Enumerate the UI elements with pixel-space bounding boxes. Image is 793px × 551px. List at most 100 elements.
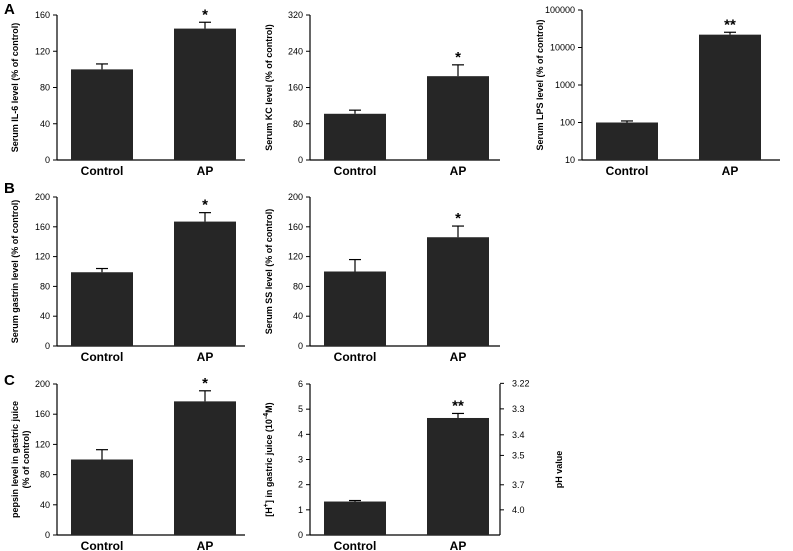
bar-ap: [427, 76, 489, 160]
y-tick-label: 200: [288, 192, 303, 202]
y-tick-label: 3: [298, 455, 303, 465]
y-tick-label: 0: [298, 155, 303, 165]
bar-control: [71, 272, 133, 346]
bar-ap: [174, 401, 236, 535]
y-tick-label: 1000: [555, 80, 575, 90]
significance-marker: **: [724, 16, 736, 33]
category-label: Control: [334, 164, 377, 178]
significance-marker: **: [452, 397, 464, 414]
y-axis-label: (% of control): [21, 431, 31, 489]
y-tick-label: 10: [565, 155, 575, 165]
chart-4: 0 40 80 120 160 200 Control AP * Serum gastrin le…: [10, 192, 245, 364]
y2-tick-label: 3.4: [512, 430, 525, 440]
y2-tick-label: 3.7: [512, 480, 525, 490]
bar-ap: [427, 417, 489, 535]
y-tick-label: 160: [288, 83, 303, 93]
y-tick-label: 6: [298, 379, 303, 389]
y-tick-label: 80: [293, 119, 303, 129]
y-axis-label: Serum LPS level (% of control): [535, 19, 545, 150]
category-label: Control: [334, 539, 377, 551]
significance-marker: *: [202, 6, 208, 23]
y2-tick-label: 4.0: [512, 505, 525, 515]
bar-ap: [174, 28, 236, 160]
y-tick-label: 0: [45, 155, 50, 165]
y-tick-label: 40: [40, 119, 50, 129]
y-tick-label: 160: [288, 222, 303, 232]
y-tick-label: 40: [40, 311, 50, 321]
bar-control: [596, 122, 658, 160]
y-tick-label: 4: [298, 429, 303, 439]
y-tick-label: 120: [288, 252, 303, 262]
y-tick-label: 100: [560, 118, 575, 128]
y-tick-label: 80: [40, 83, 50, 93]
y-tick-label: 10000: [550, 43, 575, 53]
y2-axis-label: pH value: [554, 451, 564, 489]
bar-control: [324, 271, 386, 346]
category-label: Control: [81, 350, 124, 364]
y-axis-label: [H+] in gastric juice (10-4M): [263, 402, 274, 516]
category-label: Control: [606, 164, 649, 178]
y-tick-label: 80: [293, 281, 303, 291]
category-label: Control: [81, 539, 124, 551]
bar-control: [71, 459, 133, 535]
category-label: AP: [450, 350, 467, 364]
category-label: AP: [450, 539, 467, 551]
y-tick-label: 160: [35, 10, 50, 20]
significance-marker: *: [455, 49, 461, 66]
y-axis-label: Serum SS level (% of control): [264, 209, 274, 335]
chart-1: 0 40 80 120 160 Control AP * Serum IL-6 level (%…: [10, 6, 245, 178]
y-tick-label: 0: [298, 530, 303, 540]
y-tick-label: 0: [298, 341, 303, 351]
y-tick-label: 0: [45, 341, 50, 351]
y-tick-label: 0: [45, 530, 50, 540]
y-tick-label: 5: [298, 404, 303, 414]
category-label: AP: [197, 539, 214, 551]
category-label: Control: [81, 164, 124, 178]
y-axis-label: Serum IL-6 level (% of control): [10, 23, 20, 153]
bar-ap: [699, 34, 761, 160]
y2-tick-label: 3.3: [512, 404, 525, 414]
y-tick-label: 120: [35, 252, 50, 262]
y-tick-label: 80: [40, 470, 50, 480]
category-label: AP: [197, 164, 214, 178]
y-tick-label: 80: [40, 281, 50, 291]
y-tick-label: 100000: [545, 5, 575, 15]
y-axis-label: Serum KC level (% of control): [264, 24, 274, 151]
bar-control: [71, 69, 133, 160]
y-tick-label: 2: [298, 480, 303, 490]
category-label: Control: [334, 350, 377, 364]
category-label: AP: [450, 164, 467, 178]
chart-3: 10 100 1000 10000 100000 Control AP ** Serum LPS…: [535, 5, 780, 178]
y-axis-label: Serum gastrin level (% of control): [10, 200, 20, 344]
significance-marker: *: [455, 210, 461, 227]
significance-marker: *: [202, 197, 208, 214]
y-tick-label: 240: [288, 46, 303, 56]
y-tick-label: 1: [298, 505, 303, 515]
y-tick-label: 320: [288, 10, 303, 20]
bar-control: [324, 113, 386, 160]
y-tick-label: 200: [35, 192, 50, 202]
y-tick-label: 200: [35, 379, 50, 389]
panel-letter-a: A: [4, 1, 15, 18]
y-tick-label: 40: [40, 500, 50, 510]
bar-ap: [174, 221, 236, 346]
y2-tick-label: 3.22: [512, 378, 530, 388]
chart-7: 0 1 2 3 4 5 6 Control AP ** [H+] in gastric juice …: [263, 378, 564, 551]
bar-control: [324, 501, 386, 535]
y-tick-label: 120: [35, 439, 50, 449]
bar-ap: [427, 237, 489, 346]
y-tick-label: 120: [35, 46, 50, 56]
y-tick-label: 160: [35, 409, 50, 419]
y-tick-label: 40: [293, 311, 303, 321]
panel-letter-c: C: [4, 372, 15, 389]
chart-2: 0 80 160 240 320 Control AP * Serum KC level (% …: [264, 10, 500, 178]
category-label: AP: [722, 164, 739, 178]
chart-5: 0 40 80 120 160 200 Control AP * Serum SS level (…: [264, 192, 500, 364]
y2-tick-label: 3.5: [512, 450, 525, 460]
category-label: AP: [197, 350, 214, 364]
chart-6: 0 40 80 120 160 200 Control AP * pepsin level in …: [10, 375, 245, 551]
significance-marker: *: [202, 375, 208, 392]
y-tick-label: 160: [35, 222, 50, 232]
